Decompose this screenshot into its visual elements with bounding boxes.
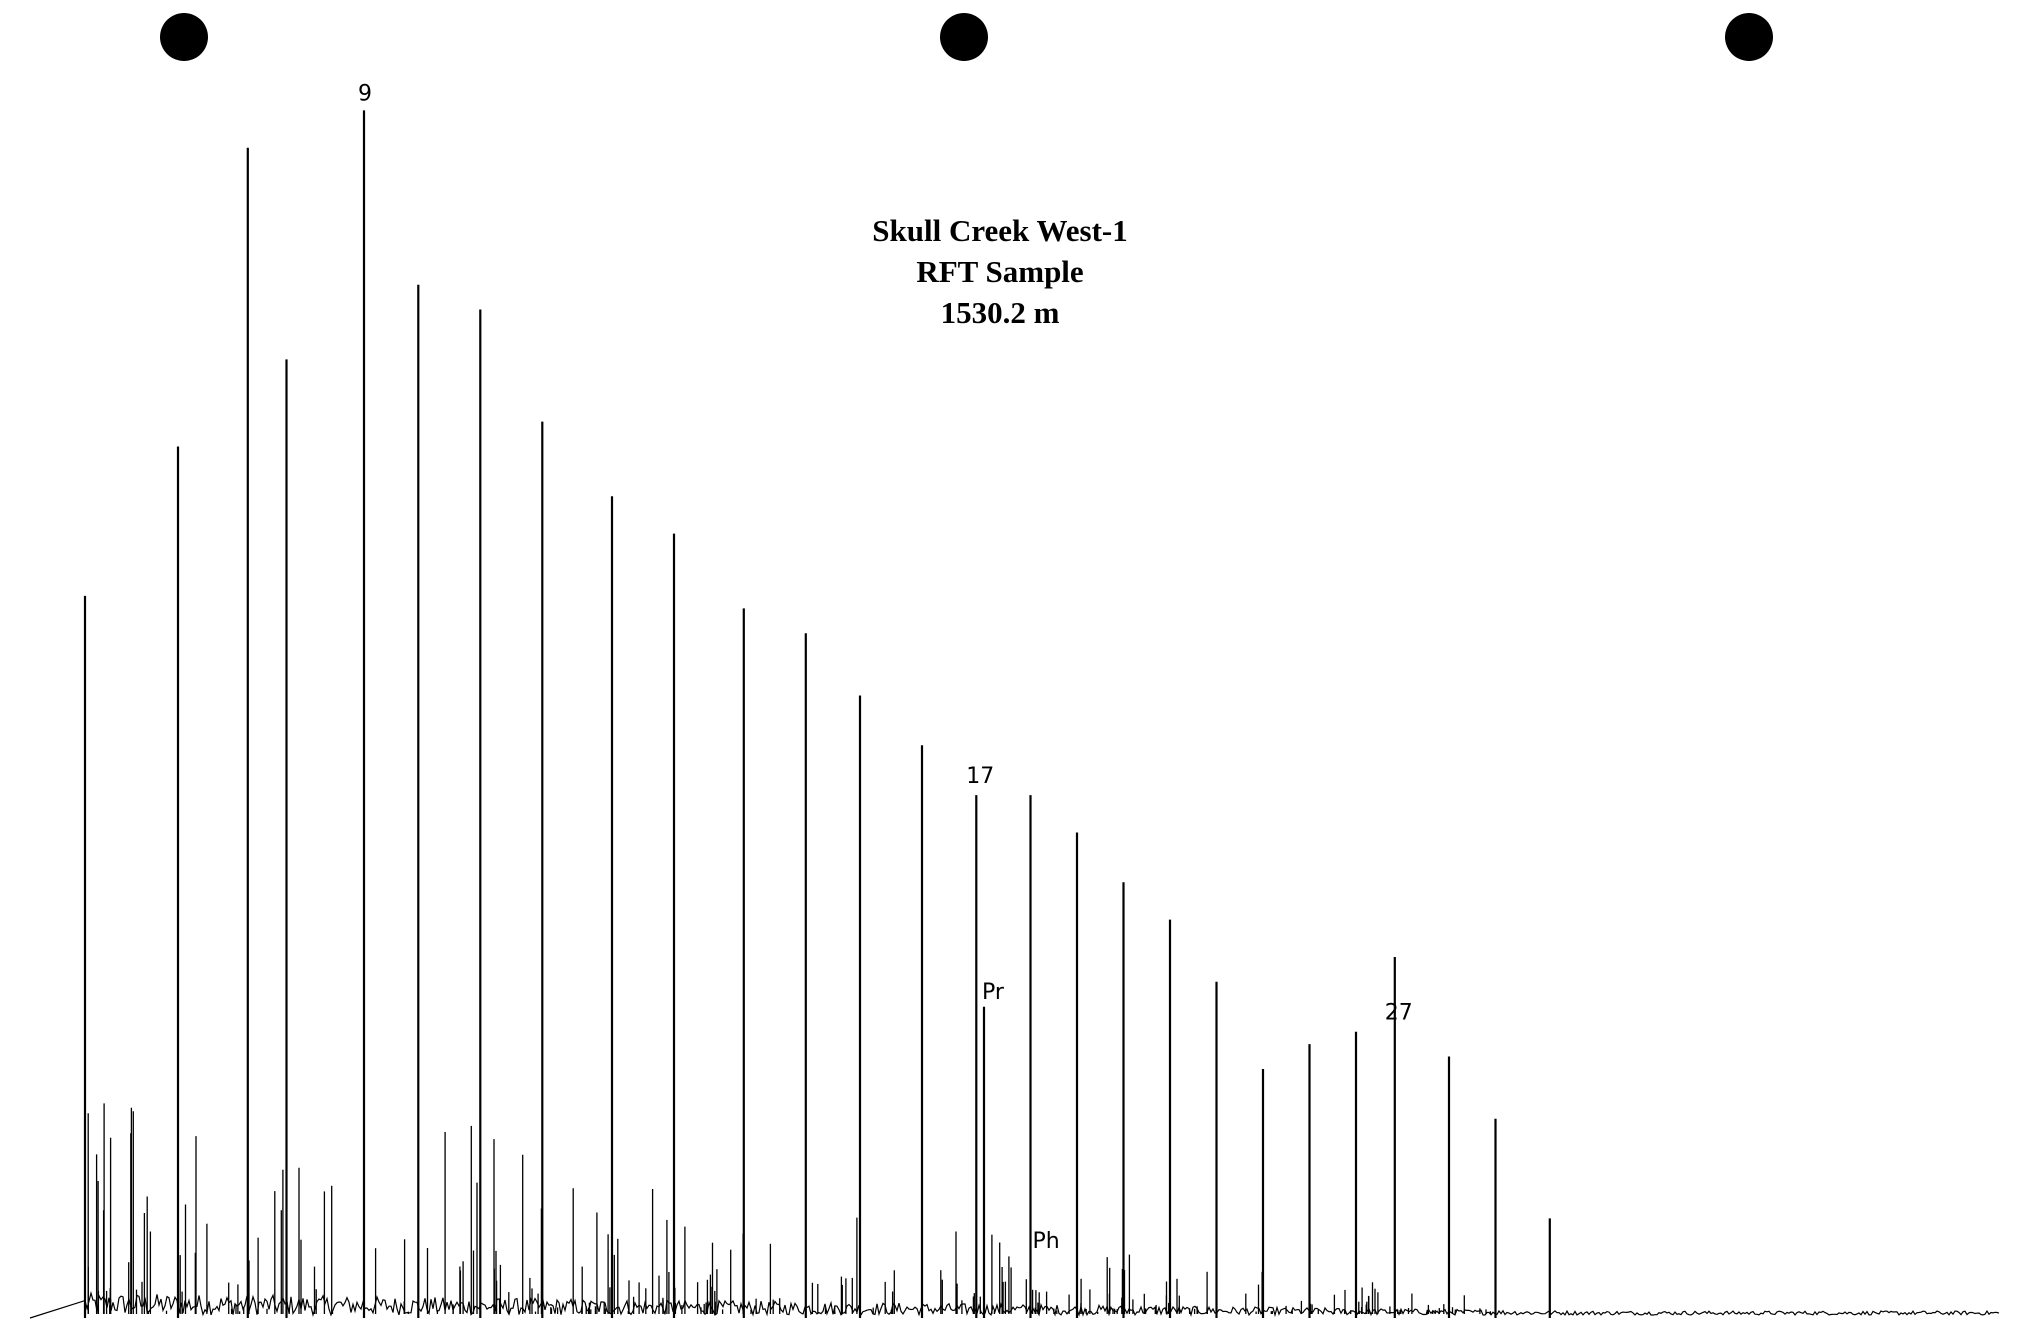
peak-annotation-ph: Ph	[1033, 1229, 1060, 1254]
baseline-trace	[29, 1290, 2000, 1319]
punch-hole-center	[940, 13, 988, 61]
punch-hole-left	[160, 13, 208, 61]
annotation-layer: 9 17 Pr Ph 27	[358, 81, 1413, 1253]
title-line-depth: 1530.2 m	[940, 295, 1060, 330]
peak-annotation-27: 27	[1385, 1001, 1413, 1026]
trace-layer	[29, 1103, 2000, 1319]
peak-annotation-9: 9	[358, 81, 372, 106]
peak-annotation-17: 17	[966, 764, 994, 789]
title-line-well: Skull Creek West-1	[872, 213, 1128, 248]
chart-title: Skull Creek West-1 RFT Sample 1530.2 m	[800, 210, 1200, 333]
punch-hole-right	[1725, 13, 1773, 61]
title-line-sample: RFT Sample	[916, 254, 1084, 289]
peak-layer	[83, 110, 1551, 1318]
peak-annotation-pr: Pr	[982, 980, 1005, 1005]
